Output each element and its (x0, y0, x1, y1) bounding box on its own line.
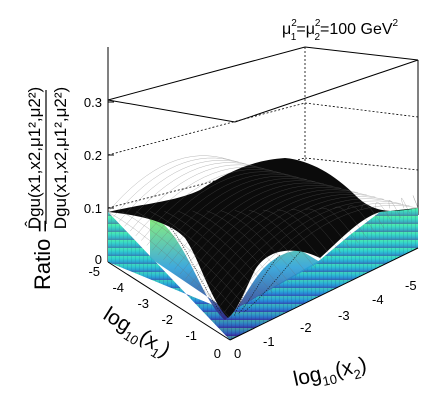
wire-line (191, 189, 359, 284)
wire-line (213, 198, 393, 303)
ratio-numerator: D̂gu(x1,x2,μ1²,μ2²) (24, 87, 44, 229)
wire-line (141, 169, 282, 241)
wire-line (234, 210, 308, 274)
wire-line (206, 210, 290, 284)
x2-tick-label: -4 (372, 292, 384, 307)
wire-line (248, 209, 316, 269)
x1-tick-label: -5 (88, 264, 100, 279)
x2-axis: 0 -1 -2 -3 -4 -5 (234, 278, 417, 361)
x1-axis: -5 -4 -3 -2 -1 0 (88, 264, 221, 361)
x1-tick-label: -3 (137, 296, 149, 311)
surface-valley (150, 215, 320, 320)
x1-tick-label: 0 (214, 346, 221, 361)
scale-annotation: μ2 1=μ2 2=100 GeV2 (282, 18, 399, 43)
wire-line (107, 155, 231, 213)
wire-line (121, 211, 239, 314)
wire-line (163, 178, 316, 260)
wire-line (178, 210, 273, 294)
wire-line (291, 209, 342, 254)
surface-body (107, 155, 419, 340)
wire-line (124, 162, 256, 227)
wire-line (224, 202, 410, 313)
wire-line (388, 200, 402, 219)
wire-line (375, 202, 393, 224)
ratio-prefix: Ratio = (30, 220, 55, 290)
svg-text:μ21=μ22=100 GeV2: μ2 1=μ2 2=100 GeV2 (282, 18, 399, 43)
wire-line (164, 211, 265, 299)
x1-tick-label: -4 (112, 280, 124, 295)
wire-line (412, 195, 419, 209)
box-top-back (107, 46, 306, 101)
wire-line (152, 173, 299, 251)
wire-line (107, 211, 231, 319)
z-tick-label: 0 (95, 252, 102, 267)
wire-line (319, 207, 359, 244)
z-tick-label: 0.1 (84, 201, 102, 216)
x2-tick-label: -5 (405, 278, 417, 293)
wire-line (218, 200, 401, 308)
x2-tick-label: 0 (234, 346, 241, 361)
x2-axis-title: log10(x2) (291, 353, 369, 395)
plot-box (107, 46, 419, 215)
x2-tick-label: -1 (263, 334, 275, 349)
wire-line (168, 180, 325, 265)
x2-tick-label: -3 (338, 308, 350, 323)
wire-line (150, 211, 256, 304)
z-tick-label: 0.2 (84, 148, 102, 163)
wire-line (130, 164, 265, 232)
x2-tick-label: -2 (300, 320, 312, 335)
svg-text:log10(x2): log10(x2) (291, 353, 369, 395)
wire-line (118, 160, 248, 222)
wire-line (179, 185, 342, 275)
wire-line (262, 209, 325, 264)
wire-line (401, 197, 410, 214)
box-top-right (304, 46, 419, 61)
wire-line (157, 176, 307, 256)
box-top-front (107, 99, 236, 123)
wire-line (229, 205, 419, 318)
x1-tick-label: -1 (185, 328, 197, 343)
wire-line (202, 193, 376, 294)
wire-line (347, 205, 376, 234)
wire-line (305, 208, 350, 249)
wire-line (136, 211, 248, 309)
wire-line (185, 187, 350, 279)
wire-line (174, 182, 333, 270)
wire-line (333, 206, 367, 239)
wire-line (220, 210, 299, 279)
wire-line (135, 166, 273, 236)
base-axes (107, 247, 419, 341)
z-tick-label: 0.3 (84, 95, 102, 110)
x1-tick-label: -2 (161, 312, 173, 327)
surface-wireframe (107, 155, 419, 319)
y-axis-title: Ratio = D̂gu(x1,x2,μ1²,μ2²) Dgu(x1,x2,μ1… (24, 87, 70, 290)
wire-line (146, 171, 290, 246)
wire-line (361, 203, 384, 229)
box-top-front-right (234, 59, 419, 123)
wire-line (113, 157, 239, 217)
wire-line (207, 196, 384, 299)
wire-line (192, 210, 282, 289)
ratio-denominator: Dgu(x1,x2,μ1²,μ2²) (51, 87, 70, 229)
wire-line (277, 209, 333, 259)
